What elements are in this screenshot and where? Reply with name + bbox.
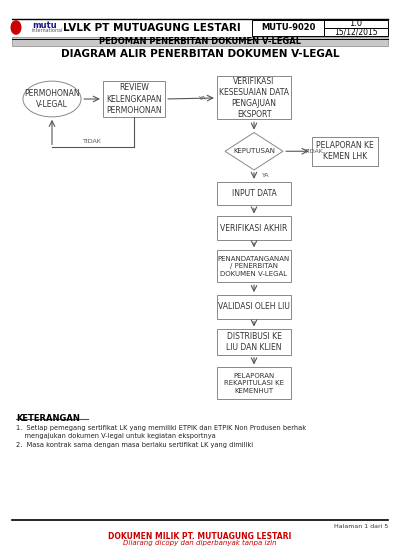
Text: PEDOMAN PENERBITAN DOKUMEN V-LEGAL: PEDOMAN PENERBITAN DOKUMEN V-LEGAL (99, 37, 301, 46)
Text: TIDAK: TIDAK (306, 148, 324, 154)
Text: MUTU-9020: MUTU-9020 (261, 23, 315, 32)
Text: VALIDASI OLEH LIU: VALIDASI OLEH LIU (218, 302, 290, 311)
Text: 15/12/2015: 15/12/2015 (334, 28, 378, 36)
Text: DISTRIBUSI KE
LIU DAN KLIEN: DISTRIBUSI KE LIU DAN KLIEN (226, 332, 282, 352)
Text: YA: YA (262, 173, 270, 178)
Circle shape (11, 21, 21, 34)
Text: Dilarang dicopy dan diperbanyak tanpa izin: Dilarang dicopy dan diperbanyak tanpa iz… (123, 540, 277, 546)
FancyBboxPatch shape (217, 216, 291, 240)
Text: DIAGRAM ALIR PENERBITAN DOKUMEN V-LEGAL: DIAGRAM ALIR PENERBITAN DOKUMEN V-LEGAL (61, 49, 339, 59)
Text: KEPUTUSAN: KEPUTUSAN (233, 148, 275, 154)
Text: REVIEW
KELENGKAPAN
PERMOHONAN: REVIEW KELENGKAPAN PERMOHONAN (106, 84, 162, 114)
Text: 1.  Setiap pemegang sertifikat LK yang memiliki ETPIK dan ETPIK Non Produsen ber: 1. Setiap pemegang sertifikat LK yang me… (16, 425, 306, 438)
Text: PERMOHONAN
V-LEGAL: PERMOHONAN V-LEGAL (24, 89, 80, 109)
Text: PENANDATANGANAN
/ PENERBITAN
DOKUMEN V-LEGAL: PENANDATANGANAN / PENERBITAN DOKUMEN V-L… (218, 256, 290, 277)
FancyBboxPatch shape (217, 250, 291, 282)
Text: PELAPORAN
REKAPITULASI KE
KEMENHUT: PELAPORAN REKAPITULASI KE KEMENHUT (224, 373, 284, 394)
Text: PELAPORAN KE
KEMEN LHK: PELAPORAN KE KEMEN LHK (316, 141, 374, 161)
Text: VERIFIKASI
KESESUAIAN DATA
PENGAJUAN
EKSPORT: VERIFIKASI KESESUAIAN DATA PENGAJUAN EKS… (219, 77, 289, 119)
FancyBboxPatch shape (312, 137, 378, 166)
Text: YA: YA (199, 96, 207, 101)
Text: LVLK PT MUTUAGUNG LESTARI: LVLK PT MUTUAGUNG LESTARI (63, 23, 241, 33)
FancyBboxPatch shape (324, 20, 388, 28)
Polygon shape (225, 133, 283, 170)
FancyBboxPatch shape (252, 20, 324, 36)
Text: Halaman 1 dari 5: Halaman 1 dari 5 (334, 524, 388, 529)
Ellipse shape (23, 81, 81, 117)
FancyBboxPatch shape (103, 81, 165, 117)
FancyBboxPatch shape (217, 329, 291, 355)
Text: international: international (32, 28, 64, 34)
Text: 1.0: 1.0 (350, 19, 362, 28)
Text: INPUT DATA: INPUT DATA (232, 189, 276, 198)
Text: mutu: mutu (32, 21, 57, 30)
FancyBboxPatch shape (217, 76, 291, 119)
FancyBboxPatch shape (217, 367, 291, 399)
Text: TIDAK: TIDAK (83, 139, 102, 145)
FancyBboxPatch shape (12, 37, 388, 46)
Text: KETERANGAN: KETERANGAN (16, 414, 80, 422)
FancyBboxPatch shape (217, 182, 291, 205)
FancyBboxPatch shape (324, 28, 388, 36)
Text: 2.  Masa kontrak sama dengan masa berlaku sertifikat LK yang dimiliki: 2. Masa kontrak sama dengan masa berlaku… (16, 442, 253, 448)
Text: VERIFIKASI AKHIR: VERIFIKASI AKHIR (220, 224, 288, 233)
Text: DOKUMEN MILIK PT. MUTUAGUNG LESTARI: DOKUMEN MILIK PT. MUTUAGUNG LESTARI (108, 532, 292, 541)
FancyBboxPatch shape (217, 295, 291, 319)
